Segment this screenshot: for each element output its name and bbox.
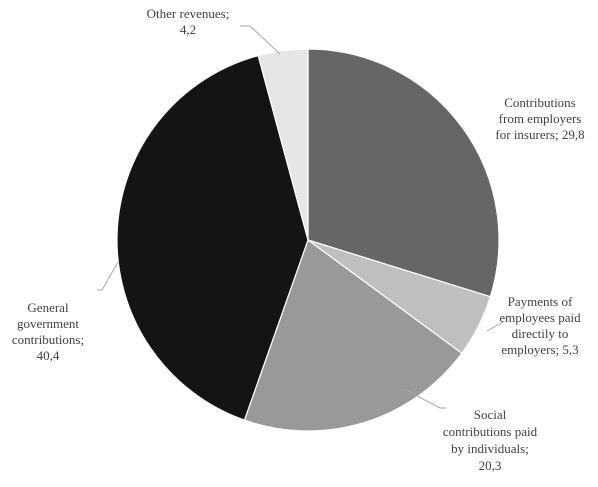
slice-label-line: Payments of [508, 294, 573, 309]
slice-label-line: 20,3 [479, 458, 502, 473]
leader-employee-payments [486, 321, 504, 332]
pie-slices [116, 48, 500, 432]
leader-social-contributions [403, 388, 446, 409]
slice-label-line: Other revenues; [147, 6, 230, 21]
slice-label-line: 4,2 [180, 22, 196, 37]
slice-other-revenues [257, 48, 309, 241]
slice-label-line: employers; 5,3 [501, 342, 578, 357]
slice-label-line: from employers [499, 111, 582, 126]
slice-label-employer-contributions: Contributions from employers for insurers;… [495, 95, 584, 142]
slice-label-line: General [27, 300, 69, 315]
slice-social-contributions [243, 239, 463, 432]
slice-employer-contributions [307, 48, 500, 298]
leader-government-contributions [97, 261, 119, 291]
slice-label-line: Social [474, 407, 507, 422]
slice-label-line: employees paid [499, 310, 581, 325]
slice-label-government-contributions: General government contributions; 40,4 [12, 300, 84, 363]
slice-label-line: government [17, 316, 79, 331]
slice-label-employee-payments: Payments of employees paid directily to emp… [499, 294, 581, 357]
slice-label-line: contributions; [12, 332, 84, 347]
slice-label-line: by individuals; [451, 441, 529, 456]
leader-other-revenues [240, 25, 281, 55]
slice-label-line: for insurers; 29,8 [495, 127, 584, 142]
slice-label-line: 40,4 [37, 348, 60, 363]
slice-labels: Contributions from employers for insurers;… [12, 6, 585, 473]
slice-government-contributions [116, 54, 309, 421]
slice-label-other-revenues: Other revenues; 4,2 [147, 6, 230, 37]
slice-label-social-contributions: Social contributions paid by individuals; 2… [443, 407, 538, 473]
slice-label-line: Contributions [504, 95, 576, 110]
leader-lines [97, 25, 504, 409]
slice-label-line: contributions paid [443, 424, 538, 439]
slice-label-line: directily to [512, 326, 569, 341]
